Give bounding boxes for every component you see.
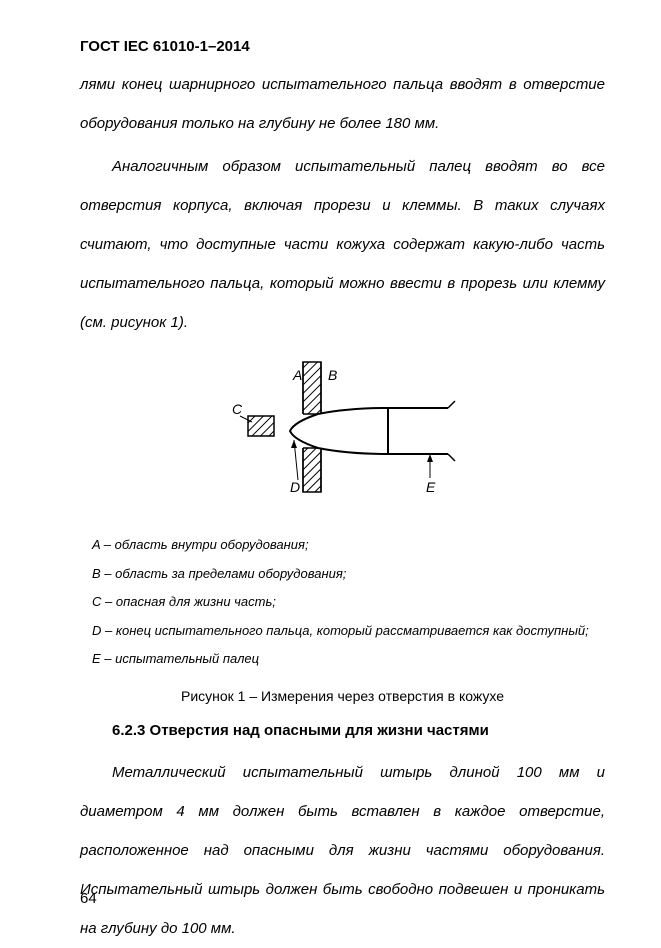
fig-label-d: D [290, 479, 300, 495]
legend-a: A – область внутри оборудования; [92, 531, 605, 560]
paragraph-3: Металлический испытательный штырь длиной… [80, 753, 605, 948]
page: ГОСТ IEC 61010-1–2014 лями конец шарнирн… [0, 0, 661, 935]
figure-caption: Рисунок 1 – Измерения через отверстия в … [80, 688, 605, 704]
subheading-6-2-3: 6.2.3 Отверстия над опасными для жизни ч… [80, 722, 605, 739]
fig-label-c: C [232, 401, 243, 417]
paragraph-2: Аналогичным образом испытательный палец … [80, 147, 605, 342]
paragraph-1: лями конец шарнирного испытательного пал… [80, 65, 605, 143]
legend-d: D – конец испытательного пальца, который… [92, 617, 605, 646]
legend-b: B – область за пределами оборудования; [92, 560, 605, 589]
fig-label-b: B [328, 367, 337, 383]
fig-label-a: A [292, 367, 302, 383]
legend-e: E – испытательный палец [92, 645, 605, 674]
page-number: 64 [80, 890, 97, 907]
figure-legend: A – область внутри оборудования; B – обл… [92, 531, 605, 674]
fig-label-e: E [426, 479, 436, 495]
figure-1: A B C D E [80, 352, 605, 517]
doc-header: ГОСТ IEC 61010-1–2014 [80, 38, 605, 55]
figure-svg: A B C D E [208, 352, 478, 512]
legend-c: C – опасная для жизни часть; [92, 588, 605, 617]
